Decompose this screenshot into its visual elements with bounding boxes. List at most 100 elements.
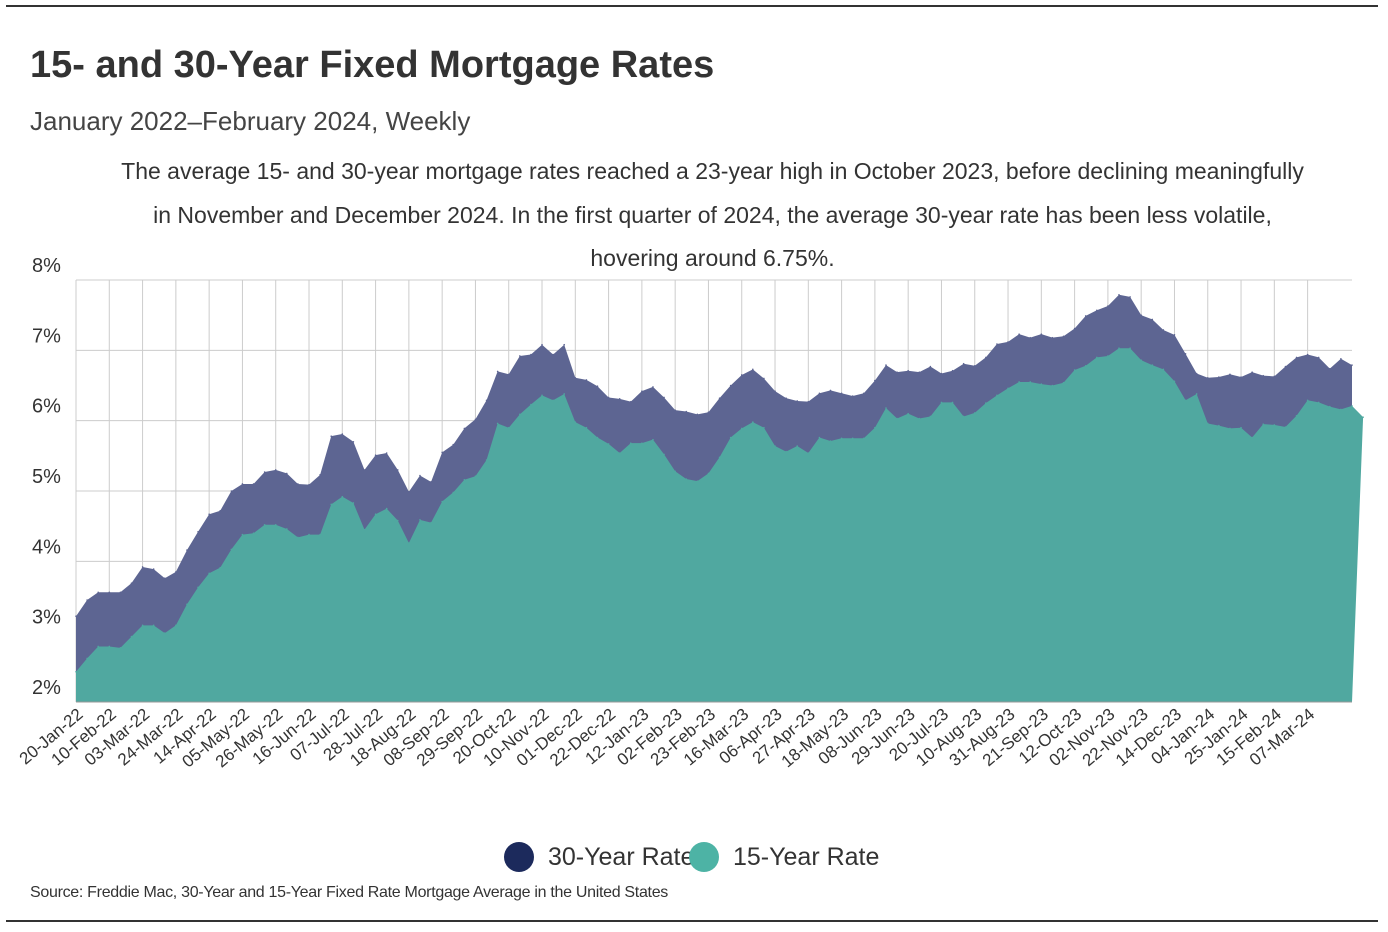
point-15-year (274, 523, 277, 526)
point-30-year (1151, 318, 1154, 321)
point-30-year (596, 385, 599, 388)
point-30-year (1140, 314, 1142, 316)
point-15-year (652, 438, 654, 441)
point-15-year (474, 475, 477, 478)
point-30-year (341, 433, 344, 435)
point-15-year (1151, 364, 1154, 366)
point-30-year (752, 368, 754, 371)
point-15-year (163, 632, 166, 634)
point-15-year (119, 647, 122, 649)
point-30-year (1218, 376, 1220, 378)
point-30-year (1229, 373, 1231, 376)
point-15-year (1229, 427, 1231, 430)
legend-label-15-year: 15-Year Rate (733, 842, 880, 871)
point-30-year (685, 410, 688, 413)
annotation-line-1: The average 15- and 30-year mortgage rat… (121, 158, 1304, 184)
point-30-year (1029, 336, 1032, 339)
point-30-year (763, 377, 765, 380)
point-30-year (130, 582, 133, 584)
chart-title: 15- and 30-Year Fixed Mortgage Rates (30, 44, 715, 86)
y-tick-label: 2% (32, 677, 61, 699)
point-30-year (1129, 296, 1131, 298)
point-30-year (607, 396, 610, 399)
point-15-year (1340, 408, 1342, 411)
point-15-year (1084, 365, 1087, 367)
point-15-year (97, 645, 99, 648)
point-30-year (274, 469, 277, 471)
point-15-year (507, 426, 510, 429)
point-15-year (152, 624, 155, 627)
point-30-year (519, 355, 521, 357)
y-tick-label: 3% (32, 607, 61, 629)
point-15-year (230, 548, 233, 551)
point-30-year (286, 472, 288, 475)
point-30-year (86, 599, 88, 601)
point-15-year (1240, 426, 1242, 429)
chart-subtitle: January 2022–February 2024, Weekly (30, 106, 471, 136)
point-30-year (829, 389, 832, 392)
point-15-year (319, 533, 321, 536)
point-30-year (319, 474, 321, 476)
point-15-year (929, 415, 932, 418)
point-30-year (663, 396, 665, 399)
point-15-year (208, 572, 210, 575)
point-30-year (674, 409, 676, 411)
point-15-year (907, 412, 909, 415)
point-15-year (330, 503, 333, 506)
point-30-year (1206, 376, 1209, 379)
point-30-year (862, 392, 865, 395)
point-15-year (918, 417, 921, 420)
point-30-year (785, 397, 787, 399)
point-15-year (763, 426, 765, 429)
point-15-year (685, 478, 688, 480)
point-30-year (1284, 365, 1287, 368)
point-30-year (1340, 357, 1342, 360)
point-15-year (1073, 369, 1076, 371)
point-15-year (1218, 424, 1220, 427)
point-30-year (585, 379, 588, 381)
point-15-year (973, 412, 976, 414)
point-15-year (441, 500, 443, 503)
point-15-year (297, 536, 299, 539)
y-tick-label: 7% (32, 325, 61, 347)
point-30-year (774, 390, 776, 392)
point-15-year (1329, 405, 1331, 408)
point-30-year (618, 398, 621, 400)
point-15-year (752, 421, 754, 423)
point-15-year (696, 480, 699, 482)
point-30-year (1262, 374, 1265, 377)
y-tick-label: 8% (32, 255, 61, 277)
point-30-year (230, 490, 233, 492)
point-30-year (141, 566, 144, 568)
point-30-year (474, 418, 477, 421)
point-15-year (851, 437, 854, 440)
point-15-year (197, 586, 199, 589)
point-15-year (862, 437, 865, 440)
point-15-year (774, 445, 776, 447)
point-15-year (552, 399, 554, 402)
point-30-year (308, 483, 310, 486)
point-30-year (408, 490, 410, 493)
point-30-year (1051, 336, 1054, 339)
point-15-year (663, 453, 665, 456)
point-15-year (885, 407, 887, 409)
point-30-year (1062, 335, 1065, 338)
point-30-year (1251, 371, 1253, 373)
point-15-year (363, 528, 366, 531)
point-15-year (607, 443, 610, 445)
point-15-year (1173, 380, 1176, 383)
point-30-year (563, 343, 566, 346)
top-rule (6, 5, 1378, 7)
chart-annotation: The average 15- and 30-year mortgage rat… (80, 150, 1345, 281)
point-30-year (152, 568, 155, 570)
point-30-year (441, 451, 443, 454)
annotation-line-2: in November and December 2024. In the fi… (153, 201, 1272, 228)
point-15-year (485, 459, 488, 461)
point-15-year (1295, 414, 1298, 417)
point-15-year (541, 394, 543, 397)
point-15-year (1018, 381, 1020, 383)
point-30-year (208, 513, 210, 516)
point-30-year (507, 373, 510, 376)
point-30-year (1317, 356, 1320, 359)
legend-swatch-30-year (504, 842, 534, 872)
